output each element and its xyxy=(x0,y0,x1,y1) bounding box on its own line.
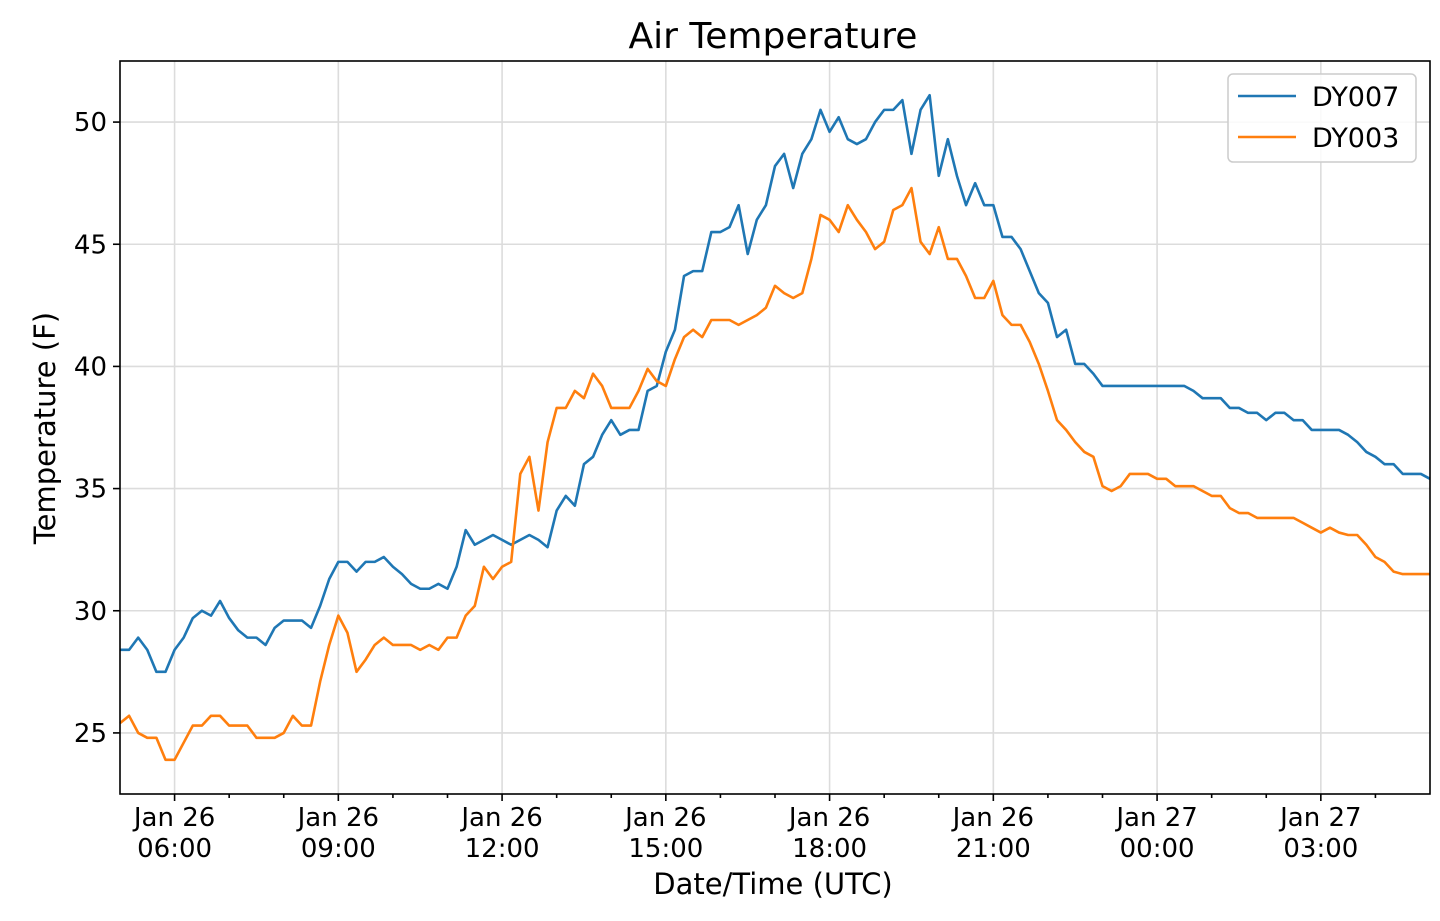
x-tick-label-time-2: 12:00 xyxy=(465,834,540,864)
x-tick-label-time-5: 21:00 xyxy=(956,834,1031,864)
x-tick-label-date-2: Jan 26 xyxy=(459,803,542,833)
x-tick-label-date-7: Jan 27 xyxy=(1278,803,1361,833)
x-tick-label-time-4: 18:00 xyxy=(792,834,867,864)
x-tick-label-time-1: 09:00 xyxy=(301,834,376,864)
legend-label-dy003: DY003 xyxy=(1312,123,1399,154)
x-axis-label: Date/Time (UTC) xyxy=(653,867,892,901)
x-tick-label-date-1: Jan 26 xyxy=(296,803,379,833)
y-axis-label: Temperature (F) xyxy=(28,312,62,545)
legend-label-dy007: DY007 xyxy=(1312,82,1399,113)
series-line-dy007 xyxy=(120,93,1431,674)
y-tick-label-25: 25 xyxy=(74,719,107,749)
series-lines xyxy=(119,93,1431,762)
x-tick-label-date-3: Jan 26 xyxy=(623,803,706,833)
x-tick-label-date-6: Jan 27 xyxy=(1114,803,1197,833)
y-tick-label-40: 40 xyxy=(74,352,107,382)
y-tick-label-30: 30 xyxy=(74,597,107,627)
x-tick-label-date-0: Jan 26 xyxy=(132,803,215,833)
legend: DY007 DY003 xyxy=(1227,73,1417,163)
y-tick-label-50: 50 xyxy=(74,108,107,138)
x-tick-label-time-0: 06:00 xyxy=(137,834,212,864)
x-tick-label-time-6: 00:00 xyxy=(1120,834,1195,864)
y-axis-ticks: 25 30 35 40 45 50 xyxy=(74,108,120,749)
y-tick-label-35: 35 xyxy=(74,475,107,505)
chart-title: Air Temperature xyxy=(629,16,918,57)
x-tick-label-date-5: Jan 26 xyxy=(951,803,1034,833)
x-tick-label-time-3: 15:00 xyxy=(628,834,703,864)
x-tick-label-time-7: 03:00 xyxy=(1283,834,1358,864)
x-tick-label-date-4: Jan 26 xyxy=(787,803,870,833)
grid-lines xyxy=(120,61,1430,794)
y-tick-label-45: 45 xyxy=(74,230,107,260)
series-line-dy003 xyxy=(119,186,1430,762)
